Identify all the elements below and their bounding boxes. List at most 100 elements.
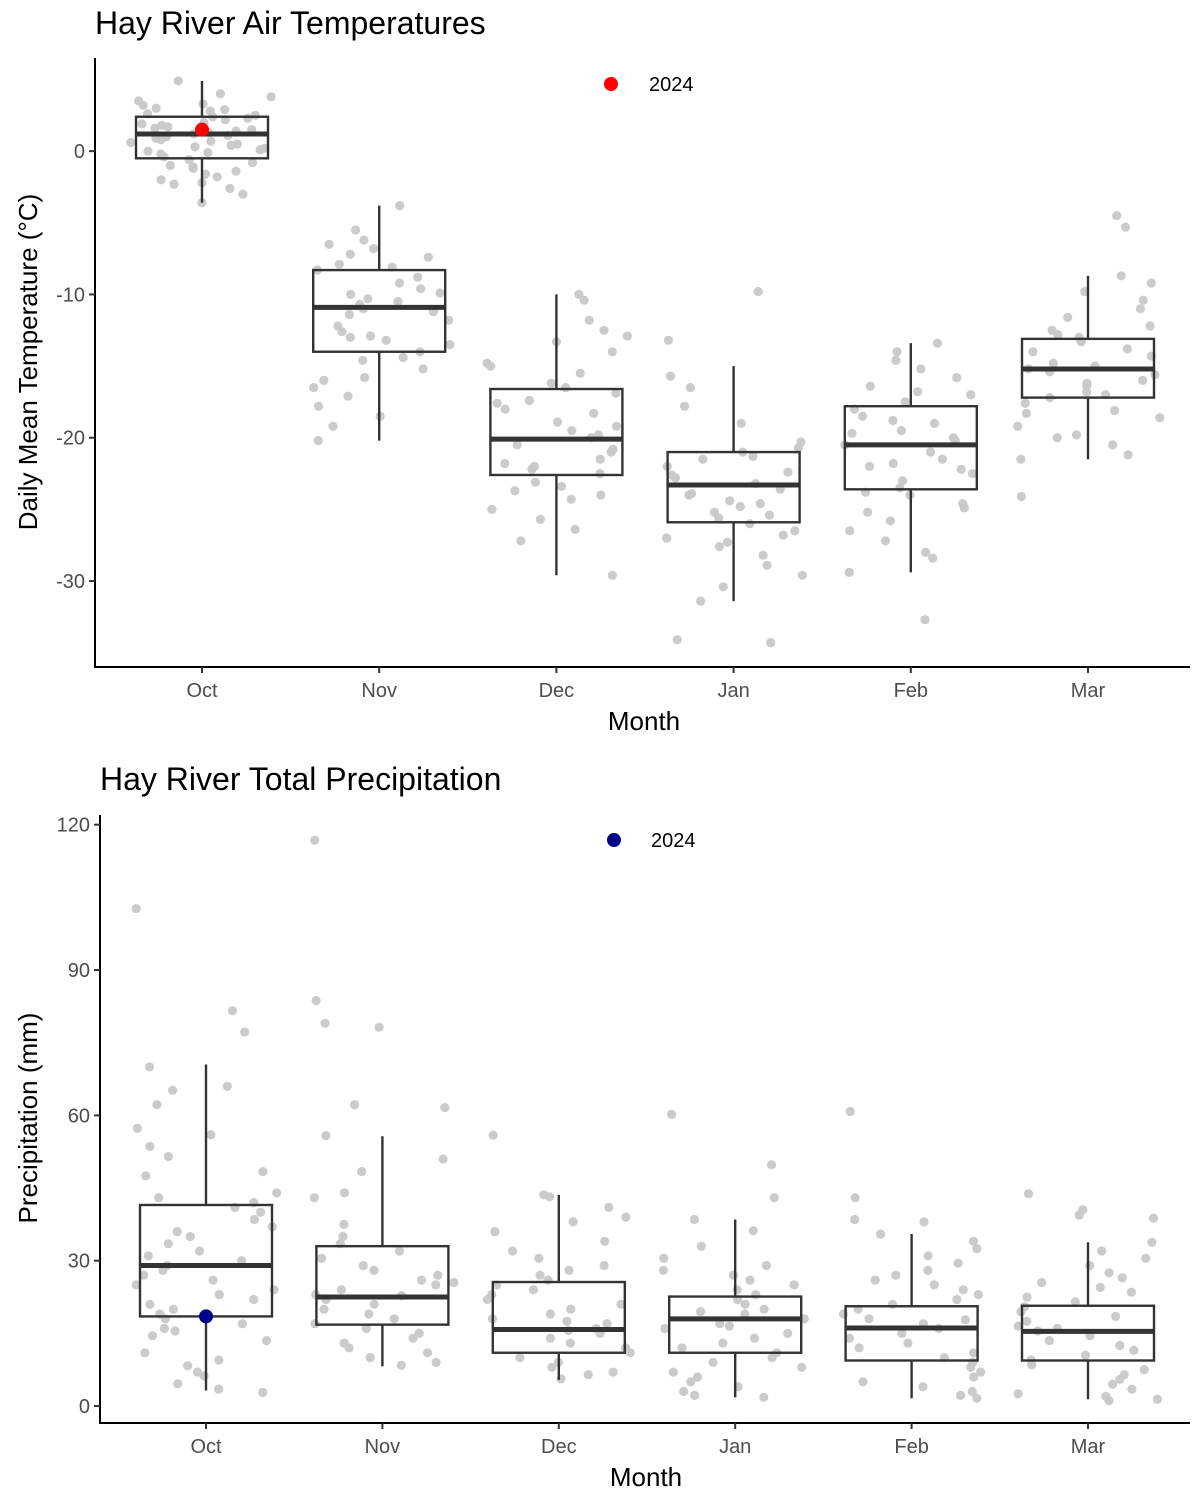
temperature-point-nov-15	[444, 315, 454, 325]
temperature-point-oct-42	[173, 76, 183, 86]
precipitation-point-feb-0	[845, 1106, 855, 1117]
precipitation-point-dec-15	[528, 1285, 539, 1295]
precipitation-point-dec-31	[547, 1362, 557, 1372]
temperature-point-feb-34	[913, 387, 923, 397]
precipitation-point-nov-19	[416, 1275, 427, 1285]
temperature-point-nov-3	[369, 244, 379, 254]
temperature-point-jan-3	[685, 383, 696, 393]
precipitation-point-oct-11	[258, 1167, 268, 1177]
temperature-chart: Hay River Air Temperatures 0 -10 -20 -30 Oc…	[13, 5, 1190, 736]
temperature-point-feb-7	[900, 397, 910, 407]
precipitation-point-oct-17	[256, 1207, 266, 1217]
precipitation-point-feb-12	[929, 1280, 939, 1290]
precipitation-x-tick-label-nov: Nov	[365, 1436, 401, 1458]
temperature-point-dec-17	[595, 454, 605, 464]
temperature-point-mar-0	[1112, 211, 1122, 221]
precipitation-chart: Hay River Total Precipitation 0 30 60 90 120…	[13, 761, 1190, 1492]
precipitation-point-jan-28	[797, 1362, 807, 1372]
precipitation-point-nov-34	[422, 1348, 433, 1358]
precipitation-point-jan-2	[769, 1193, 779, 1203]
precipitation-iqr-box-nov	[315, 1244, 450, 1326]
temperature-point-dec-22	[566, 494, 576, 504]
temperature-y-tick-label: -20	[56, 428, 85, 450]
temperature-jitter-points	[126, 76, 1165, 648]
temperature-point-feb-0	[932, 338, 943, 348]
precipitation-point-mar-22	[1044, 1336, 1054, 1346]
temperature-x-tick-label-mar: Mar	[1071, 680, 1106, 702]
temperature-point-nov-19	[445, 340, 455, 350]
precipitation-y-tick-label: 120	[57, 815, 90, 837]
temperature-point-jan-29	[766, 638, 776, 648]
precipitation-point-jan-26	[767, 1353, 777, 1363]
precipitation-point-dec-5	[568, 1217, 578, 1227]
temperature-point-dec-36	[622, 331, 632, 341]
precipitation-point-feb-7	[923, 1251, 933, 1261]
precipitation-legend: 2024	[607, 830, 696, 852]
temperature-point-nov-0	[395, 201, 405, 211]
temperature-point-feb-36	[888, 458, 898, 469]
precipitation-point-jan-11	[789, 1280, 799, 1290]
temperature-point-oct-26	[255, 145, 265, 155]
temperature-point-feb-28	[844, 567, 854, 578]
temperature-point-nov-36	[345, 249, 355, 259]
temperature-point-oct-45	[163, 122, 173, 132]
precipitation-point-feb-19	[864, 1314, 874, 1324]
temperature-point-dec-35	[596, 490, 606, 500]
precipitation-point-feb-6	[972, 1244, 982, 1254]
temperature-point-dec-23	[487, 504, 497, 514]
precipitation-point-dec-6	[490, 1227, 500, 1237]
temperature-point-jan-37	[722, 537, 733, 547]
precipitation-point-oct-9	[145, 1141, 155, 1151]
precipitation-point-mar-10	[1037, 1277, 1047, 1288]
temperature-point-mar-3	[1146, 278, 1156, 288]
temperature-point-mar-21	[1110, 405, 1120, 416]
temperature-point-oct-29	[159, 152, 169, 162]
precipitation-point-oct-34	[145, 1299, 155, 1309]
temperature-point-dec-31	[527, 464, 537, 474]
temperature-point-jan-33	[764, 510, 775, 520]
precipitation-box-nov	[315, 1136, 450, 1367]
temperature-point-nov-21	[358, 355, 368, 365]
temperature-point-dec-13	[567, 426, 577, 436]
precipitation-point-jan-7	[761, 1260, 772, 1271]
precipitation-point-jan-16	[759, 1304, 769, 1314]
temperature-point-dec-9	[611, 388, 621, 398]
precipitation-point-oct-40	[170, 1326, 180, 1336]
precipitation-point-dec-7	[600, 1236, 610, 1246]
temperature-point-feb-1	[892, 347, 902, 357]
precipitation-point-jan-23	[718, 1338, 728, 1348]
temperature-2024-point-oct	[195, 122, 209, 137]
precipitation-box-mar	[1020, 1242, 1156, 1400]
temperature-point-feb-19	[895, 483, 905, 493]
precipitation-point-nov-24	[369, 1299, 379, 1309]
precipitation-point-oct-32	[214, 1290, 224, 1300]
precipitation-x-axis-title: Month	[610, 1462, 682, 1492]
precipitation-point-feb-4	[876, 1229, 886, 1239]
temperature-point-dec-30	[608, 444, 618, 454]
precipitation-point-feb-3	[919, 1217, 929, 1227]
precipitation-point-feb-35	[956, 1390, 966, 1400]
temperature-point-jan-24	[762, 560, 772, 570]
precipitation-point-oct-0	[131, 903, 141, 914]
precipitation-point-feb-32	[858, 1377, 868, 1387]
precipitation-point-mar-18	[1022, 1316, 1032, 1326]
temperature-point-mar-2	[1116, 271, 1126, 281]
temperature-point-nov-7	[413, 272, 423, 282]
temperature-x-tick-label-nov: Nov	[361, 680, 397, 702]
precipitation-point-mar-33	[1013, 1389, 1023, 1399]
temperature-point-feb-37	[959, 503, 970, 513]
temperature-point-nov-34	[365, 331, 375, 341]
temperature-point-nov-32	[435, 288, 445, 298]
precipitation-point-nov-1	[311, 995, 321, 1006]
temperature-point-nov-26	[313, 401, 324, 411]
precipitation-point-nov-5	[440, 1103, 450, 1113]
temperature-point-jan-19	[745, 519, 755, 529]
temperature-point-oct-27	[143, 146, 153, 156]
temperature-chart-title: Hay River Air Temperatures	[95, 5, 486, 41]
temperature-point-dec-20	[530, 477, 541, 487]
precipitation-point-jan-21	[783, 1328, 793, 1338]
precipitation-point-nov-26	[364, 1309, 374, 1319]
precipitation-point-oct-25	[237, 1256, 247, 1266]
precipitation-point-mar-25	[1080, 1350, 1091, 1360]
precipitation-point-mar-4	[1147, 1237, 1157, 1247]
